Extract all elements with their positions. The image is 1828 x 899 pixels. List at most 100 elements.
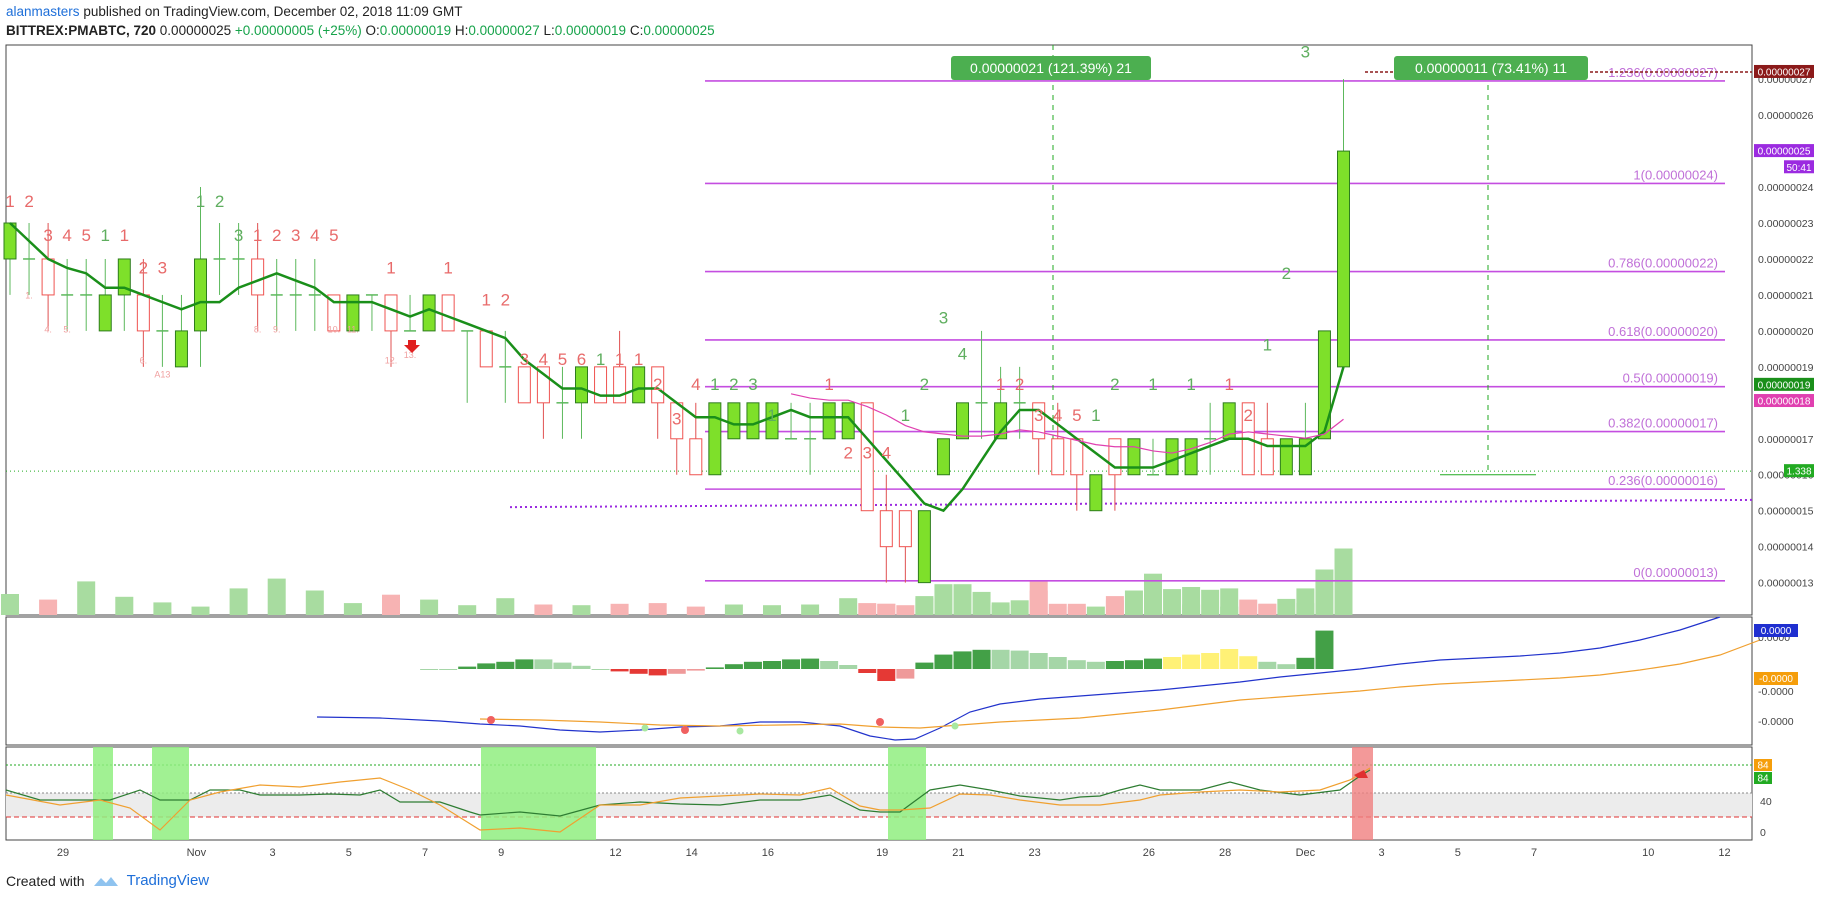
- candle-body: [594, 366, 608, 404]
- macd-histogram-bar: [629, 669, 648, 674]
- sequential-count-label: 4: [958, 345, 967, 364]
- price-badge: 0.00000027: [1758, 67, 1811, 78]
- macd-histogram-bar: [458, 666, 477, 669]
- macd-histogram-bar: [496, 661, 515, 669]
- rsi-oversold-zone: [888, 747, 926, 840]
- time-axis-tick: 19: [876, 847, 888, 859]
- sequential-count-label: 3: [863, 444, 872, 463]
- macd-histogram-bar: [553, 662, 572, 669]
- volume-bar: [39, 599, 58, 615]
- sequential-count-label: 1: [710, 375, 719, 394]
- macd-histogram-bar: [972, 649, 991, 669]
- candle-body: [727, 402, 741, 440]
- macd-badge: -0.0000: [1759, 674, 1793, 685]
- time-axis-tick: 14: [686, 847, 698, 859]
- sequential-count-label: 2: [843, 444, 852, 463]
- price-axis-tick: 0.00000020: [1758, 326, 1814, 338]
- time-axis-tick: 28: [1219, 847, 1231, 859]
- sequential-count-label: 5: [81, 226, 90, 245]
- price-badge: 1.338: [1786, 467, 1811, 478]
- time-axis-tick: Dec: [1296, 847, 1316, 859]
- candle-body: [194, 258, 207, 332]
- rsi-oversold-zone: [93, 747, 113, 840]
- candle-body: [1070, 438, 1084, 476]
- fib-level-label: 0.382(0.00000017): [1608, 416, 1718, 431]
- tradingview-brand[interactable]: TradingView: [126, 872, 210, 889]
- fib-level-label: 0.618(0.00000020): [1608, 324, 1718, 339]
- macd-histogram-bar: [648, 669, 667, 676]
- time-axis-tick: 5: [1455, 847, 1461, 859]
- candle-body: [936, 438, 950, 476]
- volume-bar: [115, 596, 134, 615]
- candle-body: [41, 258, 55, 296]
- volume-bar: [1277, 598, 1296, 615]
- price-axis-tick: 0.00000013: [1758, 578, 1814, 590]
- price-chart[interactable]: 1.236(0.00000027) 1(0.00000024) 0.786(0.00…: [0, 0, 1828, 870]
- macd-axis-tick: -0.0000: [1758, 686, 1794, 698]
- rsi-badge-box: [1754, 759, 1772, 771]
- macd-histogram-bar: [1048, 657, 1067, 669]
- macd-cross-dot: [736, 727, 744, 735]
- sequential-count-label: 2: [920, 375, 929, 394]
- rsi-axis-tick: 0: [1760, 827, 1766, 839]
- time-axis-tick: 16: [762, 847, 774, 859]
- sequential-count-label: 1: [615, 350, 624, 369]
- macd-histogram-bar: [1029, 653, 1048, 669]
- macd-histogram-bar: [534, 659, 553, 669]
- slow-moving-average-line: [790, 393, 1344, 454]
- price-axis-tick: 0.00000022: [1758, 254, 1814, 266]
- macd-histogram-bar: [572, 665, 591, 669]
- macd-histogram-bar: [724, 664, 743, 669]
- volume-bar: [896, 605, 915, 615]
- sequential-count-label: 2: [653, 375, 662, 394]
- volume-bar: [1201, 589, 1220, 615]
- volume-bar: [1105, 600, 1124, 615]
- price-badge: 50:41: [1786, 163, 1811, 174]
- volume-bar: [915, 598, 934, 615]
- sequential-count-label: 1: [1263, 336, 1272, 355]
- macd-histogram-bar: [1010, 650, 1029, 669]
- candle-body: [479, 330, 493, 368]
- sequential-count-label: 2: [1244, 406, 1253, 425]
- time-axis-tick: 9: [498, 847, 504, 859]
- sequential-count-label: 5: [1072, 406, 1081, 425]
- candle-body: [822, 402, 836, 440]
- macd-histogram-bar: [1144, 658, 1162, 669]
- volume-bar: [1296, 588, 1315, 615]
- macd-histogram-bar: [896, 669, 915, 679]
- author-name[interactable]: alanmasters: [6, 4, 80, 19]
- time-axis-tick: 10: [1642, 847, 1654, 859]
- price-badge: 0.00000025: [1758, 147, 1811, 158]
- sequential-count-label: 5: [329, 226, 338, 245]
- volume-bar: [1029, 590, 1048, 615]
- price-axis-tick: 0.00000023: [1758, 218, 1814, 230]
- sequential-count-label: 1: [5, 192, 14, 211]
- fib-level-label: 0.5(0.00000019): [1623, 371, 1718, 386]
- volume-bar: [1220, 588, 1239, 615]
- candle-body: [98, 294, 112, 332]
- volume-bar: [1144, 588, 1162, 615]
- sequential-count-label: 1: [996, 375, 1005, 394]
- volume-bar: [1163, 589, 1182, 615]
- measure-label: 0.00000011 (73.41%) 11: [1415, 60, 1567, 76]
- macd-badge-box: [1754, 624, 1798, 637]
- rsi-axis-tick: 40: [1760, 796, 1772, 808]
- stochastic-line: [5, 767, 1371, 833]
- sequential-count-label: 2: [272, 226, 281, 245]
- setup-marker-label: 6.: [140, 355, 148, 365]
- macd-histogram-bar: [667, 669, 686, 674]
- volume-bar: [1086, 606, 1105, 615]
- time-axis-tick: 7: [422, 847, 428, 859]
- volume-bar: [267, 578, 286, 615]
- sequential-count-label: 3: [939, 309, 948, 328]
- candle-body: [384, 294, 398, 332]
- volume-bar: [1182, 587, 1201, 615]
- macd-cross-dot: [951, 722, 959, 730]
- sequential-count-label: 3: [520, 350, 529, 369]
- candle-body: [841, 402, 855, 440]
- price-axis-tick: 0.00000021: [1758, 290, 1814, 302]
- macd-histogram-bar: [839, 665, 858, 669]
- price-badge-box: [1784, 160, 1814, 174]
- close-label: C:: [629, 23, 644, 38]
- macd-histogram-bar: [705, 667, 724, 669]
